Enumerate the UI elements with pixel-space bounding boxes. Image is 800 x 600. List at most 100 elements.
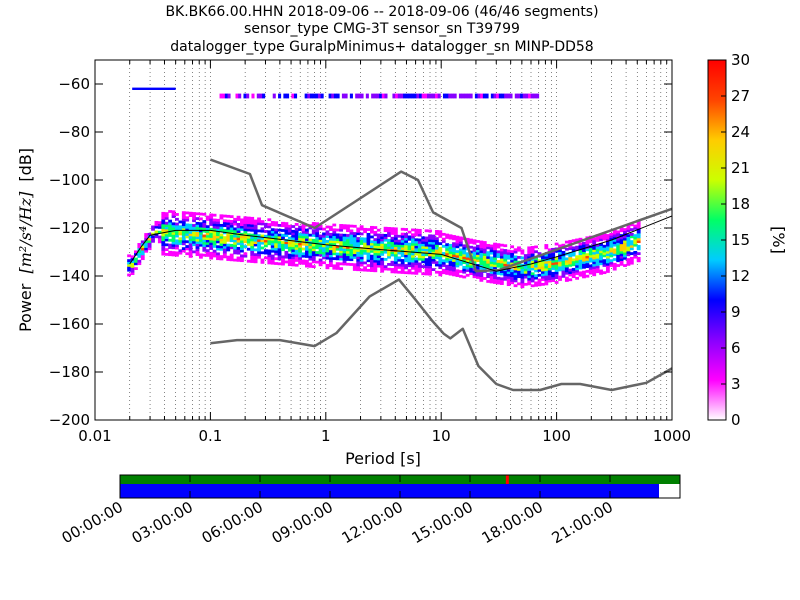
colorbar-tick-label: 18 — [731, 195, 750, 213]
psd-cell — [434, 239, 439, 243]
psd-cell — [236, 237, 241, 241]
psd-cell — [263, 222, 268, 226]
psd-cell — [482, 93, 486, 99]
psd-cell — [371, 93, 375, 99]
psd-cell — [311, 224, 316, 228]
psd-cell — [178, 239, 183, 243]
psd-cell — [328, 249, 333, 253]
psd-cell — [171, 227, 176, 230]
psd-cell — [257, 219, 261, 223]
psd-cell — [346, 243, 350, 247]
psd-cell — [523, 273, 528, 277]
psd-cell — [441, 271, 446, 275]
psd-cell — [188, 252, 193, 256]
psd-cell — [332, 247, 337, 251]
psd-cell — [405, 93, 409, 99]
psd-cell — [250, 236, 255, 239]
psd-cell — [175, 246, 179, 250]
psd-cell — [380, 260, 385, 263]
psd-cell — [270, 261, 275, 265]
psd-cell — [568, 263, 573, 267]
psd-cell — [332, 264, 337, 268]
psd-cell — [229, 215, 234, 219]
psd-cell — [253, 226, 258, 230]
psd-cell — [315, 93, 319, 99]
psd-cell — [243, 216, 248, 220]
psd-cell — [575, 267, 580, 271]
psd-cell — [599, 262, 603, 266]
psd-cell — [479, 245, 484, 249]
psd-cell — [349, 248, 354, 252]
psd-cell — [331, 93, 335, 99]
psd-cell — [325, 254, 330, 258]
colorbar-tick-label: 21 — [731, 159, 750, 177]
psd-cell — [318, 261, 323, 264]
psd-cell — [140, 254, 145, 258]
psd-cell — [496, 281, 501, 285]
psd-cell — [530, 284, 535, 288]
psd-cell — [499, 253, 504, 257]
psd-cell — [192, 231, 196, 235]
psd-cell — [499, 258, 504, 261]
psd-cell — [250, 238, 255, 242]
psd-cell — [575, 272, 580, 275]
psd-cell — [499, 270, 504, 273]
psd-cell — [267, 237, 272, 241]
psd-cell — [506, 261, 511, 265]
psd-cell — [305, 231, 309, 234]
psd-cell — [198, 234, 203, 238]
psd-cell — [448, 267, 453, 271]
psd-cell — [619, 243, 624, 247]
psd-cell — [578, 245, 583, 248]
psd-cell — [479, 271, 484, 275]
psd-cell — [510, 245, 515, 249]
psd-cell — [212, 237, 217, 241]
psd-cell — [246, 243, 251, 246]
psd-cell — [161, 228, 166, 232]
psd-cell — [339, 255, 344, 259]
psd-cell — [623, 235, 627, 239]
psd-cell — [216, 218, 220, 222]
psd-cell — [175, 234, 179, 238]
psd-cell — [578, 259, 583, 263]
psd-cell — [318, 246, 323, 250]
psd-cell — [489, 251, 494, 255]
psd-cell — [551, 262, 556, 266]
psd-cell — [322, 242, 326, 245]
psd-cell — [277, 262, 282, 266]
psd-cell — [164, 231, 169, 235]
psd-cell — [339, 250, 344, 254]
psd-cell — [520, 256, 525, 260]
psd-cell — [380, 264, 385, 268]
psd-cell — [315, 260, 320, 264]
psd-cell — [344, 93, 348, 99]
psd-cell — [612, 236, 617, 240]
psd-cell — [496, 245, 501, 249]
psd-cell — [240, 235, 244, 239]
psd-cell — [448, 236, 453, 240]
psd-cell — [253, 222, 258, 225]
psd-cell — [229, 239, 234, 243]
psd-cell — [253, 241, 258, 245]
psd-cell — [462, 258, 467, 262]
psd-cell — [441, 252, 446, 255]
psd-cell — [171, 253, 176, 257]
psd-cell — [198, 224, 203, 228]
psd-cell — [270, 240, 275, 244]
psd-cell — [335, 228, 340, 232]
psd-cell — [540, 270, 545, 274]
psd-cell — [595, 243, 600, 247]
psd-cell — [393, 261, 398, 264]
psd-cell — [250, 255, 255, 259]
psd-cell — [325, 263, 330, 267]
psd-cell — [198, 239, 203, 242]
psd-cell — [226, 248, 231, 252]
psd-cell — [315, 234, 320, 238]
psd-cell — [328, 235, 333, 239]
psd-cell — [332, 228, 337, 232]
psd-cell — [619, 238, 624, 242]
psd-cell — [315, 222, 320, 226]
psd-cell — [400, 235, 405, 238]
psd-cell — [243, 235, 248, 239]
psd-cell — [496, 264, 501, 268]
